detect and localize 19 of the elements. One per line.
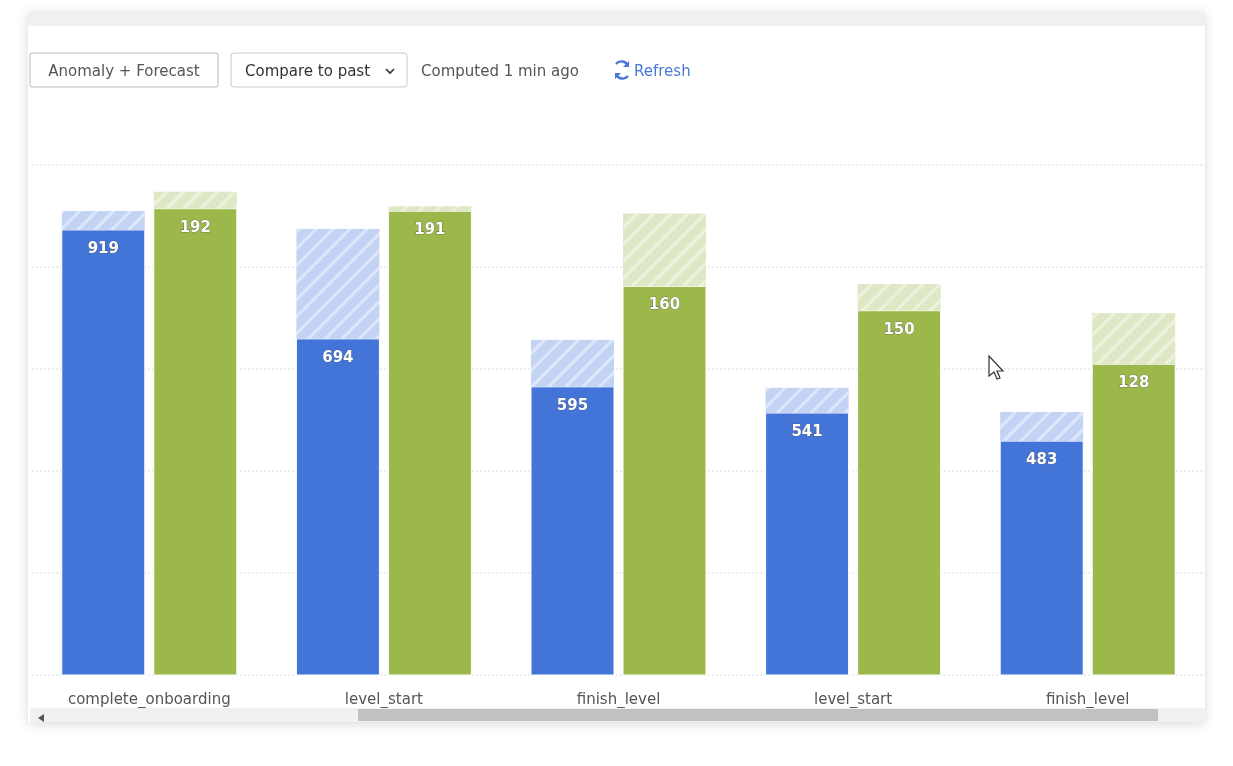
text: Computed 1 min ago xyxy=(421,62,579,80)
text: Refresh xyxy=(634,62,691,80)
data-label: 541 xyxy=(791,421,823,440)
data-label: 694 xyxy=(322,347,354,366)
data-label: 160 xyxy=(648,295,681,314)
text: Compare to past xyxy=(245,62,371,80)
x-tick-label: finish_level xyxy=(576,690,661,709)
x-tick-label: complete_onboarding xyxy=(67,690,231,709)
data-label: 191 xyxy=(414,220,446,239)
data-label: 128 xyxy=(1118,373,1150,392)
data-label: 192 xyxy=(179,217,211,236)
text: Anomaly + Forecast xyxy=(48,62,200,80)
data-label: 919 xyxy=(87,238,119,257)
x-tick-label: finish_level xyxy=(1045,690,1130,709)
data-label: 150 xyxy=(883,319,915,338)
data-label: 483 xyxy=(1026,450,1058,469)
data-label: 595 xyxy=(556,395,589,414)
x-tick-label: level_start xyxy=(814,690,893,709)
x-tick-label: level_start xyxy=(344,690,424,709)
